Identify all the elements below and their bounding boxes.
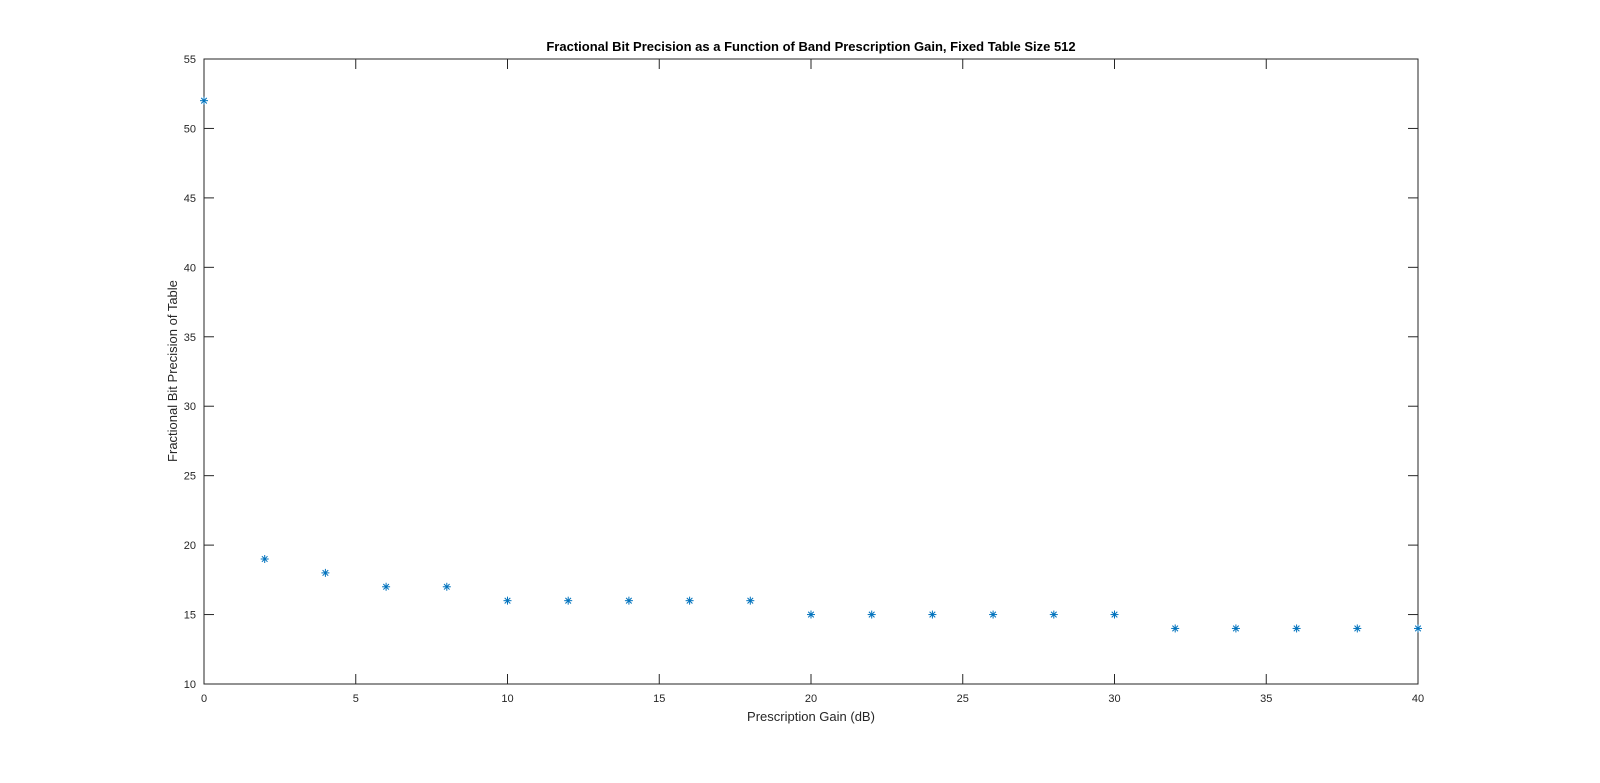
x-tick-label: 35 [1260,693,1272,705]
y-tick-label: 30 [184,401,196,413]
data-point [321,568,330,577]
data-point [989,610,998,619]
x-tick-label: 15 [653,693,665,705]
x-tick-label: 30 [1108,693,1120,705]
data-point [1353,624,1362,633]
data-point [807,610,815,619]
data-point [685,596,694,605]
y-tick-label: 45 [184,193,196,205]
data-point [200,96,208,105]
data-point [746,596,755,605]
data-point [867,610,876,619]
y-tick-label: 10 [184,679,196,691]
y-tick-label: 20 [184,540,196,552]
x-tick-label: 10 [501,693,513,705]
y-tick-label: 50 [184,123,196,135]
y-axis-ticks: 10 15 20 25 30 35 40 45 50 55 [184,54,1418,691]
y-tick-label: 40 [184,262,196,274]
x-axis-ticks: 0 5 10 15 20 25 30 35 40 [201,59,1424,705]
data-point [928,610,937,619]
data-point [564,596,573,605]
chart-title: Fractional Bit Precision as a Function o… [546,39,1075,54]
y-tick-label: 55 [184,54,196,66]
data-series [200,96,1422,633]
data-point [1049,610,1058,619]
x-tick-label: 25 [957,693,969,705]
y-tick-label: 15 [184,610,196,622]
y-axis-label: Fractional Bit Precision of Table [165,280,180,462]
data-point [624,596,633,605]
x-tick-label: 0 [201,693,207,705]
y-tick-label: 35 [184,332,196,344]
x-tick-label: 20 [805,693,817,705]
x-tick-label: 5 [353,693,359,705]
data-point [442,582,451,591]
data-point [503,596,512,605]
data-point [1231,624,1240,633]
data-point [382,582,391,591]
data-point [260,555,269,563]
data-point [1414,624,1422,633]
x-axis-label: Prescription Gain (dB) [747,709,875,724]
data-point [1171,624,1180,633]
y-tick-label: 25 [184,471,196,483]
data-point [1110,610,1119,619]
data-point [1292,624,1301,633]
x-tick-label: 40 [1412,693,1424,705]
axes-box [203,58,1419,685]
